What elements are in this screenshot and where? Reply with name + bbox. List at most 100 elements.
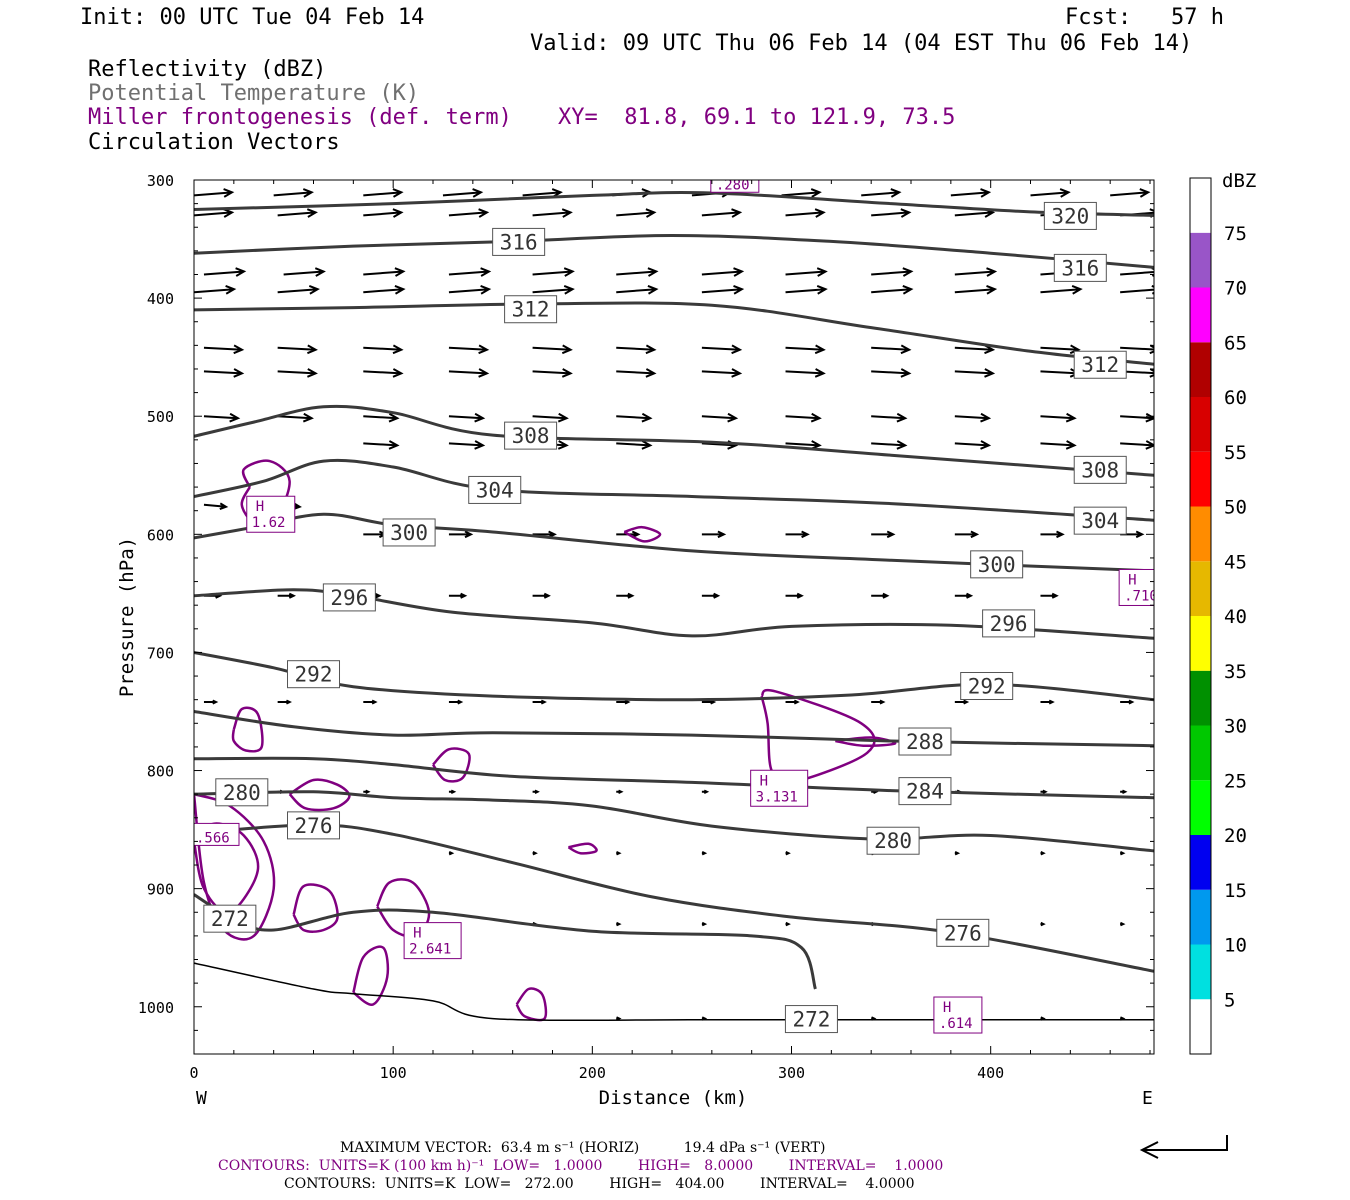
colorbar-label: 65 xyxy=(1224,332,1247,354)
theta-label-box xyxy=(492,227,546,256)
theta-label: 284 xyxy=(906,780,944,804)
vector-arrow xyxy=(277,368,318,378)
plot-area: 320 316 316 312 312 308 308 304 304 300 300 296 296 2… xyxy=(194,180,1154,1034)
frontogenesis-contour xyxy=(567,842,598,855)
vector-arrow xyxy=(363,344,404,355)
vector-arrow xyxy=(701,592,721,599)
theta-label-box xyxy=(287,660,341,689)
theta-label-box xyxy=(960,672,1014,701)
vector-arrow xyxy=(1040,344,1081,355)
theta-contour-280 xyxy=(194,790,1154,853)
colorbar-swatch xyxy=(1190,616,1211,671)
vector-arrow xyxy=(1040,699,1055,705)
vector-arrow xyxy=(701,267,745,277)
maximum-marker: H xyxy=(413,926,421,942)
y-tick-label: 300 xyxy=(147,172,174,190)
vector-arrow xyxy=(871,592,890,599)
vector-arrow xyxy=(203,267,247,277)
theta-label-box xyxy=(215,778,269,807)
theta-label-box xyxy=(504,421,558,450)
vector-arrow xyxy=(785,267,828,277)
y-tick-label: 600 xyxy=(147,526,174,544)
vector-arrow xyxy=(954,284,998,295)
theta-label-box xyxy=(382,518,436,547)
colorbar-label: 75 xyxy=(1224,223,1247,245)
vector-arrow xyxy=(701,851,708,856)
y-tick-label: 800 xyxy=(147,763,174,781)
colorbar-swatch xyxy=(1190,232,1211,288)
vector-arrow xyxy=(871,284,914,295)
vector-arrow xyxy=(194,188,235,198)
vector-arrow xyxy=(785,921,791,927)
vector-arrow xyxy=(363,789,371,795)
vector-arrow xyxy=(701,921,708,927)
maximum-label-box xyxy=(403,922,462,960)
theta-contour-320 xyxy=(194,191,1154,217)
vector-arrow xyxy=(954,530,980,539)
x-axis-title: Distance (km) xyxy=(599,1087,748,1109)
theta-label: 316 xyxy=(500,230,538,254)
vector-arrow xyxy=(532,592,551,599)
vector-arrow xyxy=(1120,440,1154,450)
colorbar-label: 70 xyxy=(1224,278,1247,300)
vector-arrow xyxy=(701,284,745,295)
theta-label: 280 xyxy=(874,829,912,853)
vector-arrow xyxy=(701,412,739,423)
theta-label: 296 xyxy=(330,586,368,610)
vector-arrow xyxy=(954,267,998,277)
vector-arrow xyxy=(532,267,575,277)
vector-arrow xyxy=(871,267,914,277)
vector-arrow xyxy=(616,208,657,218)
vector-arrow xyxy=(203,699,219,705)
theta-label-box xyxy=(898,777,952,806)
vector-arrow xyxy=(363,284,406,295)
vector-arrow xyxy=(363,368,404,378)
vector-arrow xyxy=(363,440,400,450)
field-circulation-vectors: Circulation Vectors xyxy=(88,130,340,155)
vector-arrow xyxy=(448,850,455,856)
theta-label-box xyxy=(970,550,1024,579)
theta-label-box xyxy=(322,583,376,612)
vector-arrow xyxy=(273,188,314,198)
theta-label: 300 xyxy=(978,553,1016,577)
theta-label: 320 xyxy=(1051,204,1089,228)
theta-label-box xyxy=(203,904,257,933)
theta-label-box xyxy=(866,826,920,855)
vector-arrow xyxy=(781,188,822,198)
colorbar-swatch xyxy=(1190,451,1211,507)
theta-label-box xyxy=(1043,201,1097,230)
maximum-marker: H xyxy=(943,1000,951,1016)
theta-label: 288 xyxy=(906,730,944,754)
vector-arrow xyxy=(448,412,486,423)
vector-arrow xyxy=(532,208,573,218)
vector-arrow xyxy=(871,344,912,355)
y-tick-label: 700 xyxy=(147,644,174,662)
maximum-label-box xyxy=(1118,568,1154,606)
colorbar-swatch xyxy=(1190,835,1211,890)
vector-arrow xyxy=(1120,789,1128,795)
vector-arrow xyxy=(871,440,908,450)
vector-arrow xyxy=(363,267,406,277)
vector-arrow xyxy=(616,699,631,705)
colorbar-label: 25 xyxy=(1224,770,1247,792)
vector-arrow xyxy=(861,188,902,198)
vector-arrow xyxy=(1120,267,1154,277)
theta-label-box xyxy=(1053,253,1107,282)
maximum-label-box xyxy=(933,996,983,1034)
vector-arrow xyxy=(785,344,826,355)
colorbar-label: 20 xyxy=(1224,825,1247,847)
colorbar-swatch xyxy=(1190,561,1211,616)
theta-label: 276 xyxy=(944,921,982,945)
theta-label-box xyxy=(898,727,952,756)
vector-arrow xyxy=(1040,921,1046,927)
theta-label-box xyxy=(936,918,990,947)
vector-arrow xyxy=(448,208,490,218)
maximum-label-box xyxy=(194,822,240,846)
vector-arrow xyxy=(950,188,992,198)
y-axis-title: Pressure (hPa) xyxy=(116,537,138,697)
frontogenesis-contour xyxy=(231,706,264,753)
vector-arrow xyxy=(522,188,563,198)
vector-arrow xyxy=(203,502,229,511)
theta-label-box xyxy=(1073,455,1127,484)
